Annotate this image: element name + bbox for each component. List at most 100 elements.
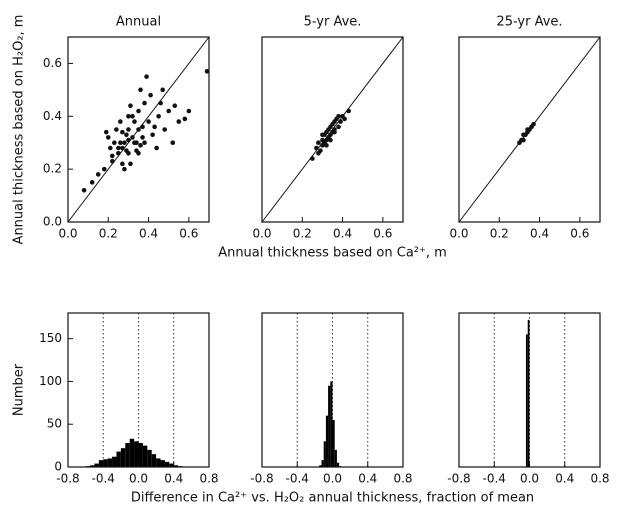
point (118, 119, 123, 124)
point (122, 166, 127, 172)
bar (147, 449, 152, 467)
x-tick-label: 0.0 (129, 472, 148, 486)
y-tick-label: 100 (39, 374, 62, 388)
point (338, 119, 343, 124)
bar (90, 465, 95, 467)
bar (138, 443, 143, 467)
x-axis-label: Annual thickness based on Ca²⁺, m (218, 246, 447, 261)
bar (527, 319, 530, 467)
point (134, 140, 139, 146)
x-tick-label: 0.0 (252, 227, 271, 241)
point (328, 137, 333, 143)
x-tick-label: 0.8 (590, 472, 609, 486)
panel-title: 5-yr Ave. (304, 15, 362, 30)
x-tick-label: 0.8 (393, 472, 412, 486)
point (122, 140, 127, 146)
bar (325, 415, 329, 467)
point (103, 129, 109, 135)
point (531, 121, 536, 127)
point (136, 108, 141, 114)
point (120, 129, 125, 135)
point (140, 124, 145, 130)
point (132, 119, 137, 124)
bar (169, 463, 174, 467)
point (126, 113, 131, 119)
point (116, 145, 121, 151)
point (316, 140, 321, 146)
point (316, 150, 321, 156)
point (320, 132, 325, 138)
point (114, 127, 119, 132)
y-tick-label: 0.0 (43, 215, 62, 229)
point (162, 127, 167, 132)
bar (120, 448, 126, 467)
bar (103, 459, 108, 467)
point (95, 172, 101, 177)
x-tick-label: 0.2 (99, 227, 118, 241)
bar (173, 465, 179, 467)
point (101, 166, 107, 172)
x-tick-label: 0.0 (520, 472, 539, 486)
x-tick-label: -0.4 (92, 472, 115, 486)
bar (125, 443, 130, 467)
point (142, 140, 147, 146)
bar (107, 458, 113, 467)
point (166, 108, 172, 114)
point (138, 87, 143, 93)
panel-title: 25-yr Ave. (496, 15, 562, 30)
point (336, 113, 341, 119)
y-tick-label: 0.4 (43, 109, 62, 123)
bar (164, 461, 170, 467)
x-tick-label: 0.8 (199, 472, 218, 486)
bar (112, 456, 117, 467)
y-tick-label: 50 (47, 417, 62, 431)
point (136, 127, 141, 132)
point (336, 124, 341, 130)
x-tick-label: 0.2 (490, 227, 509, 241)
x-tick-label: 0.4 (164, 472, 183, 486)
bar (151, 454, 157, 467)
point (110, 153, 115, 159)
point (172, 103, 178, 109)
bar (98, 460, 104, 467)
x-tick-label: 0.4 (358, 472, 377, 486)
x-tick-label: 0.4 (333, 227, 352, 241)
point (120, 145, 125, 151)
bar (129, 438, 135, 467)
point (158, 100, 163, 106)
y-axis-label: Annual thickness based on H₂O₂, m (12, 15, 27, 245)
x-axis-label: Difference in Ca²⁺ vs. H₂O₂ annual thick… (131, 491, 534, 506)
y-tick-label: 0.2 (43, 162, 62, 176)
point (89, 180, 95, 185)
point (81, 187, 87, 193)
point (144, 74, 149, 79)
point (310, 156, 315, 161)
bar (319, 465, 322, 467)
point (126, 150, 131, 156)
bar (330, 381, 333, 467)
x-tick-label: 0.0 (449, 227, 468, 241)
point (130, 113, 135, 119)
point (120, 161, 125, 167)
plot-frame (67, 36, 210, 223)
point (521, 137, 526, 143)
point (152, 124, 157, 130)
plot-frame (261, 36, 404, 223)
point (314, 145, 319, 151)
point (116, 150, 121, 156)
point (142, 100, 147, 106)
bar (94, 463, 99, 467)
x-tick-label: -0.8 (56, 472, 79, 486)
bar (134, 441, 139, 467)
x-tick-label: 0.6 (179, 227, 198, 241)
x-tick-label: -0.4 (286, 472, 309, 486)
panel-title: Annual (116, 15, 161, 30)
point (112, 140, 117, 146)
x-tick-label: 0.6 (373, 227, 392, 241)
y-tick-label: 0 (54, 460, 62, 474)
point (126, 127, 131, 132)
point (324, 143, 329, 148)
x-tick-label: -0.8 (447, 472, 470, 486)
x-tick-label: 0.6 (570, 227, 589, 241)
point (154, 145, 159, 151)
